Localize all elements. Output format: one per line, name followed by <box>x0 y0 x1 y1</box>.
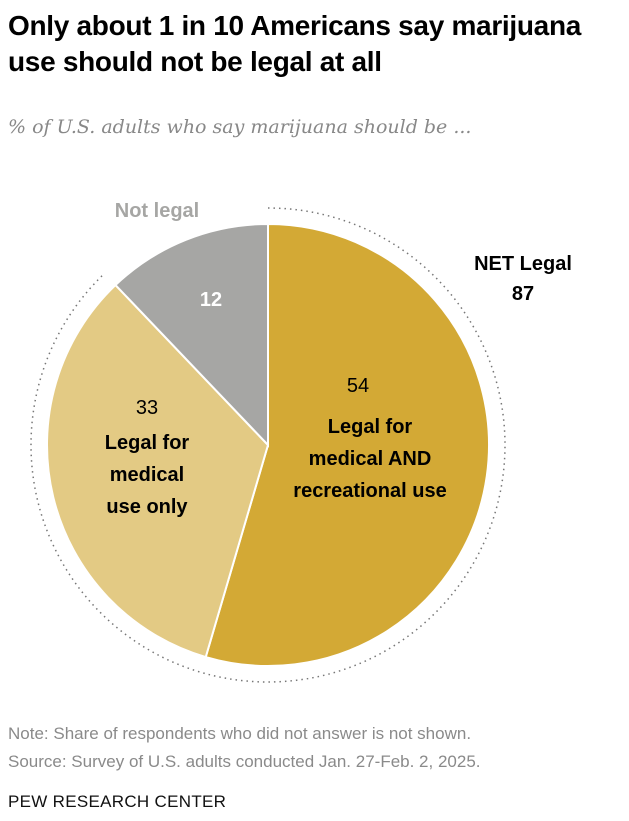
slice-category-label: Legal for <box>328 416 413 438</box>
pie-slice <box>114 222 269 448</box>
slice-value-label: 12 <box>200 289 222 311</box>
not-legal-label: Not legal <box>115 200 199 222</box>
footer-credit: PEW RESEARCH CENTER <box>8 792 227 811</box>
slice-category-label: use only <box>106 496 188 518</box>
slice-category-label: medical <box>110 464 184 486</box>
chart-note: Note: Share of respondents who did not a… <box>8 724 472 743</box>
slice-category-label: medical AND <box>309 448 432 470</box>
chart-subtitle: % of U.S. adults who say marijuana shoul… <box>8 116 472 138</box>
pie-slice <box>46 283 270 659</box>
slice-category-label: Legal for <box>105 432 190 454</box>
net-legal-label: NET Legal <box>474 253 572 275</box>
slice-value-label: 54 <box>347 375 369 397</box>
chart-source: Source: Survey of U.S. adults conducted … <box>8 752 481 771</box>
pie-chart: Not legal NET Legal 87 54 Legal for medica… <box>30 200 572 683</box>
chart-title: Only about 1 in 10 Americans say marijua… <box>8 10 582 77</box>
net-legal-value: 87 <box>512 283 534 305</box>
pie-slice <box>204 222 490 667</box>
net-legal-bracket-arc <box>30 207 506 683</box>
slice-category-label: recreational use <box>293 480 446 502</box>
slice-value-label: 33 <box>136 397 158 419</box>
